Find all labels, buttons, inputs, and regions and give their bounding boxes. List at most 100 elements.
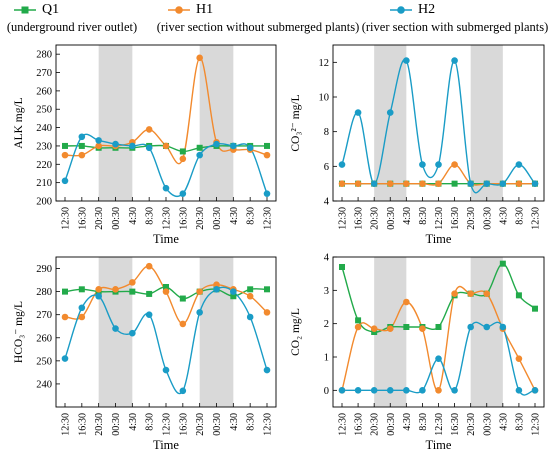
- x-tick-label: 20:30: [94, 413, 105, 436]
- data-point-h1: [386, 180, 394, 187]
- data-point-h1: [78, 313, 86, 321]
- y-tick-label: 290: [36, 264, 52, 275]
- x-tick-label: 12:30: [162, 207, 173, 230]
- data-point-h1: [338, 180, 346, 187]
- y-tick-label: 10: [319, 93, 330, 104]
- data-point-h2: [467, 323, 474, 331]
- data-point-h1: [179, 320, 187, 328]
- data-point-h2: [483, 323, 491, 331]
- data-point-q1: [339, 264, 345, 270]
- data-point-q1: [78, 142, 85, 149]
- legend-desc-h1: (river section without submerged plants): [156, 20, 360, 34]
- data-point-h1: [354, 323, 362, 331]
- y-tick-label: 1: [324, 353, 329, 364]
- data-point-h2: [263, 366, 271, 374]
- chart-panel-4: 0 1 2 3 4 12:30 16:30 20:30 00:30 4:30 8:30 12:30 16…: [290, 253, 545, 451]
- legend-marker-h1: [175, 6, 183, 14]
- data-point-h1: [419, 180, 426, 187]
- legend-label-h1: H1: [196, 2, 214, 17]
- x-tick-label: 8:30: [418, 413, 429, 431]
- x-tick-label: 8:30: [145, 413, 156, 431]
- data-point-h1: [386, 325, 394, 332]
- data-point-h2: [386, 387, 394, 394]
- data-point-q1: [78, 286, 85, 293]
- y-tick-label: 4: [324, 197, 330, 208]
- data-point-h2: [196, 309, 203, 316]
- x-tick-label: 8:30: [246, 413, 257, 431]
- data-point-h2: [467, 180, 474, 187]
- night-shade: [199, 257, 234, 407]
- night-shade: [199, 45, 234, 201]
- x-tick-label: 4:30: [402, 413, 413, 431]
- data-point-h1: [145, 262, 153, 270]
- x-tick-label: 20:30: [94, 207, 105, 230]
- x-axis-title: Time: [426, 232, 452, 246]
- data-point-h2: [162, 184, 170, 192]
- data-point-q1: [129, 288, 136, 295]
- x-tick-label: 4:30: [402, 207, 413, 225]
- legend-desc-h2: (river section with submerged plants): [361, 20, 549, 34]
- data-point-h2: [112, 325, 119, 332]
- y-tick-label: 250: [36, 356, 52, 367]
- night-shade: [374, 45, 407, 201]
- data-point-h2: [403, 57, 410, 64]
- data-point-h2: [61, 355, 69, 362]
- data-point-h2: [246, 313, 254, 321]
- x-tick-label: 20:30: [370, 413, 381, 436]
- data-point-h2: [435, 355, 442, 362]
- data-point-q1: [247, 286, 254, 293]
- x-tick-label: 00:30: [386, 207, 397, 230]
- data-point-h2: [499, 180, 507, 187]
- data-point-h1: [61, 313, 69, 321]
- data-point-h1: [246, 292, 254, 300]
- x-tick-label: 00:30: [482, 207, 493, 230]
- x-tick-label: 12:30: [61, 207, 72, 230]
- data-point-q1: [196, 144, 203, 151]
- data-point-h2: [61, 177, 69, 185]
- data-point-q1: [62, 142, 68, 149]
- data-point-h2: [246, 144, 254, 152]
- data-point-h1: [196, 54, 203, 62]
- x-tick-label: 16:30: [354, 207, 365, 230]
- y-tick-label: 270: [36, 310, 52, 321]
- data-point-h2: [354, 387, 362, 394]
- data-point-h2: [213, 140, 220, 148]
- x-tick-label: 12:30: [531, 207, 542, 230]
- data-point-h1: [162, 142, 170, 150]
- x-tick-label: 20:30: [466, 207, 477, 230]
- data-point-h2: [451, 57, 458, 64]
- data-point-h2: [145, 144, 153, 152]
- data-point-h1: [467, 290, 474, 297]
- x-axis-title: Time: [153, 232, 179, 246]
- data-point-h1: [451, 290, 458, 297]
- data-point-h1: [78, 151, 86, 159]
- y-tick-label: 0: [324, 386, 329, 397]
- data-point-h1: [263, 151, 271, 159]
- x-tick-label: 12:30: [162, 413, 173, 436]
- x-tick-label: 00:30: [482, 413, 493, 436]
- data-point-q1: [451, 180, 458, 187]
- data-point-h1: [435, 180, 442, 187]
- data-point-h1: [354, 180, 362, 187]
- data-point-h2: [78, 133, 86, 141]
- night-shade: [98, 45, 133, 201]
- chart-panel-1: 200 210 220 230 240 250 260 270 280 12:30 16:30 20:…: [13, 44, 277, 246]
- data-point-h2: [145, 311, 153, 318]
- data-point-h2: [179, 190, 187, 197]
- data-point-h1: [179, 155, 187, 163]
- data-point-h2: [403, 387, 410, 394]
- data-point-h2: [196, 151, 203, 159]
- x-tick-label: 8:30: [514, 413, 525, 431]
- data-point-h1: [129, 279, 136, 286]
- data-point-h1: [515, 180, 523, 187]
- legend-desc-q1: (underground river outlet): [6, 20, 138, 34]
- data-point-h2: [531, 387, 539, 394]
- data-point-h1: [483, 290, 491, 297]
- y-tick-label: 270: [36, 68, 52, 79]
- x-tick-label: 4:30: [128, 207, 139, 225]
- data-point-h2: [213, 286, 220, 293]
- data-point-h1: [403, 180, 410, 187]
- y-tick-label: 220: [36, 160, 52, 171]
- data-point-h2: [95, 137, 102, 144]
- data-point-q1: [435, 324, 442, 330]
